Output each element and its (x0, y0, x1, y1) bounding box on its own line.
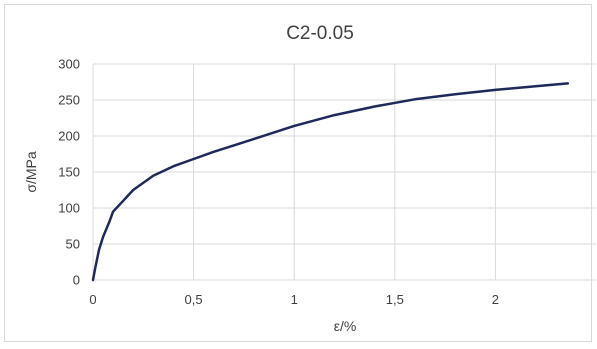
y-tick-label: 0 (73, 273, 80, 288)
x-tick-label: 1 (291, 292, 298, 307)
x-tick-label: 1,5 (386, 292, 404, 307)
x-tick-label: 2 (492, 292, 499, 307)
y-tick-label: 150 (58, 165, 80, 180)
x-tick-label: 0 (89, 292, 96, 307)
x-axis-label: ε/% (334, 318, 357, 334)
y-tick-labels: 0 50 100 150 200 250 300 (58, 57, 80, 288)
x-tick-labels: 0 0,5 1 1,5 2 (89, 292, 499, 307)
chart-area (4, 4, 592, 342)
y-tick-label: 100 (58, 201, 80, 216)
y-tick-label: 50 (66, 237, 80, 252)
y-tick-label: 300 (58, 57, 80, 72)
y-tick-label: 200 (58, 129, 80, 144)
x-tick-label: 0,5 (185, 292, 203, 307)
series-line (91, 82, 570, 282)
y-gridlines (93, 63, 596, 281)
y-tick-label: 250 (58, 93, 80, 108)
chart-title: C2-0.05 (286, 23, 354, 44)
y-axis-label: σ/MPa (23, 151, 39, 193)
